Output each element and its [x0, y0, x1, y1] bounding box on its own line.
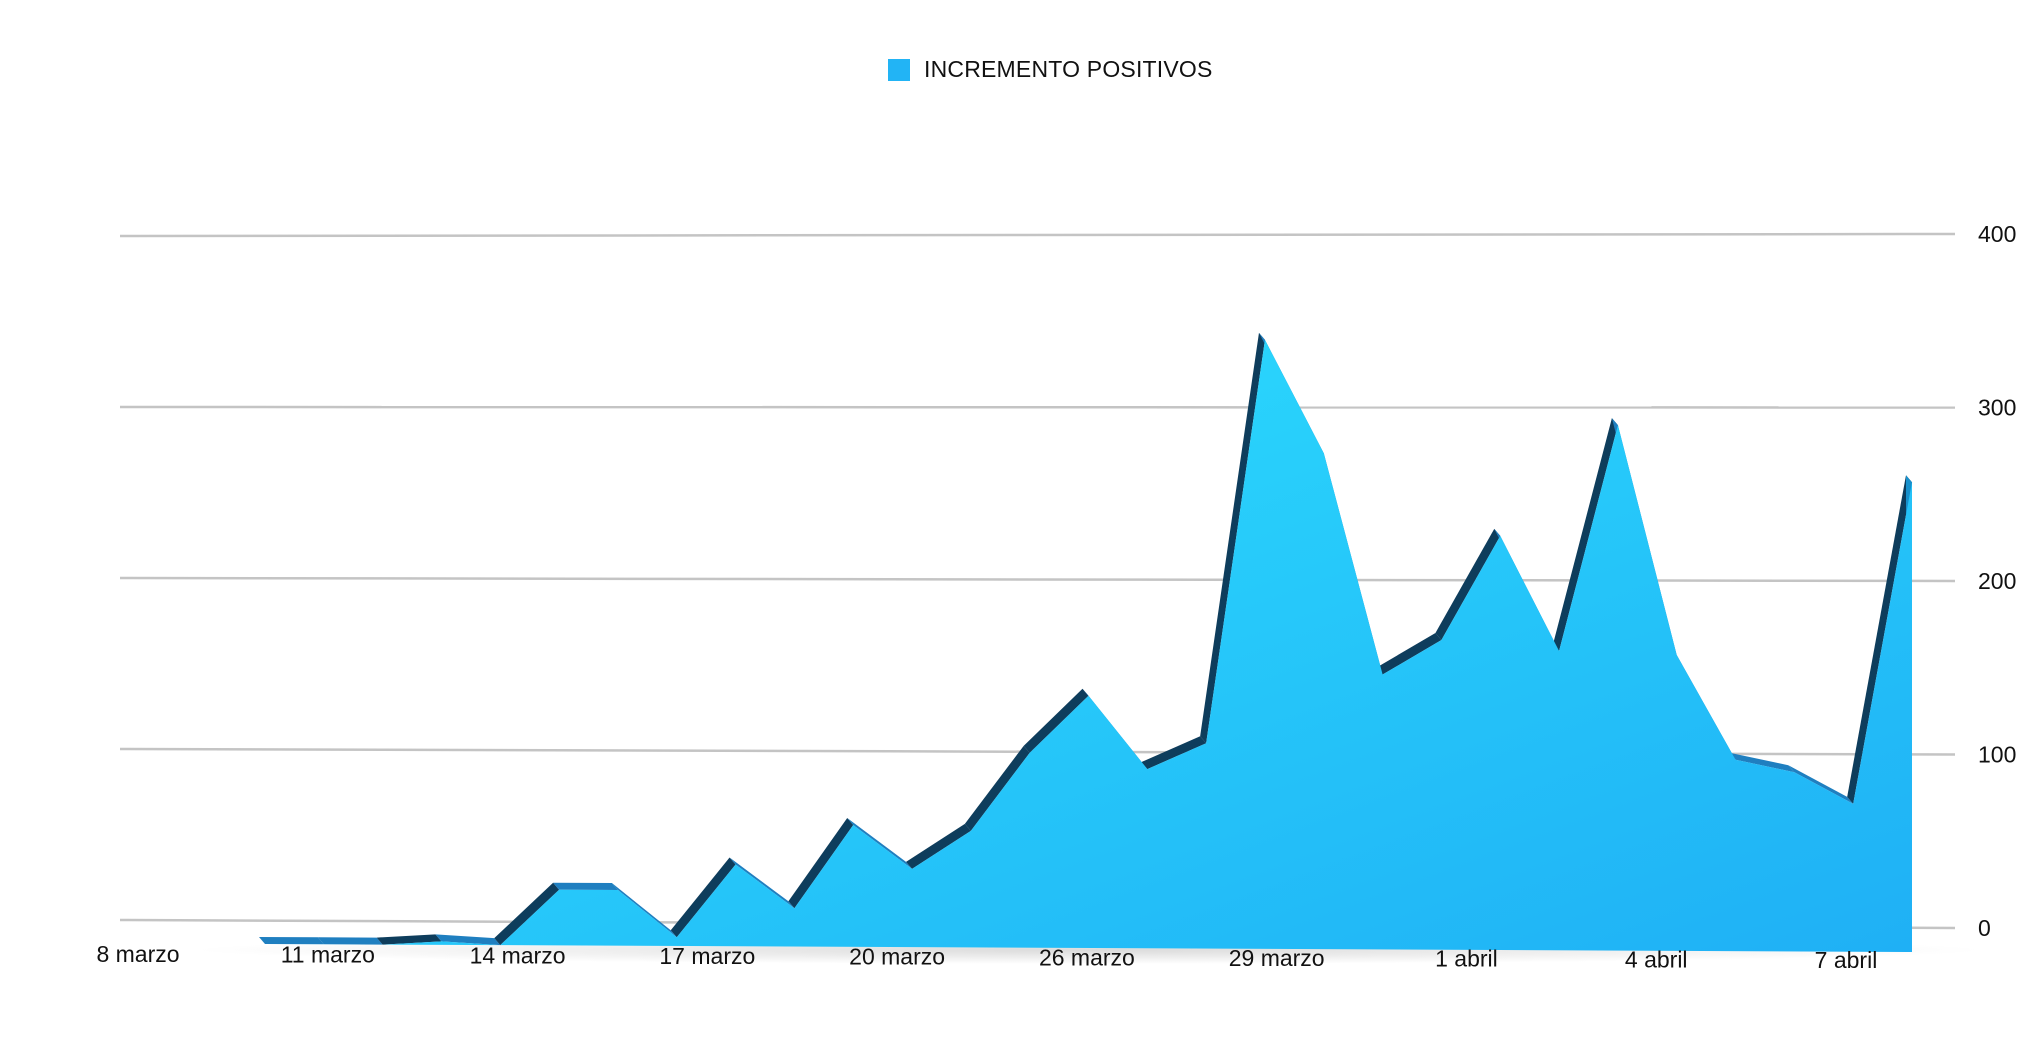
area-edge-segment	[376, 934, 442, 945]
gridline	[119, 405, 1956, 409]
data-point	[263, 942, 267, 946]
data-point	[1851, 802, 1855, 806]
legend: INCREMENTO POSITIVOS	[888, 56, 1213, 83]
area-edge-segment	[1200, 332, 1265, 744]
x-tick-label: 14 marzo	[470, 942, 566, 968]
x-tick-label: 4 abril	[1625, 946, 1688, 972]
data-point	[1087, 694, 1091, 698]
area-edge-segment	[494, 882, 560, 946]
x-tick-label: 29 marzo	[1229, 945, 1325, 971]
legend-swatch	[888, 58, 910, 81]
data-point	[1145, 767, 1149, 771]
area-edge-segment	[906, 823, 971, 869]
area-edge-segment	[611, 883, 677, 938]
x-tick-label: 26 marzo	[1039, 944, 1135, 970]
data-point	[1498, 534, 1502, 538]
area-edge-segment	[1847, 475, 1912, 804]
x-tick-label: 7 abril	[1815, 947, 1878, 973]
data-point	[616, 888, 620, 892]
area-edge-segment	[435, 934, 501, 946]
x-tick-label: 17 marzo	[659, 943, 755, 969]
data-point	[675, 935, 679, 939]
data-point	[1616, 423, 1620, 427]
data-point	[557, 888, 561, 892]
area-edge-segment	[553, 882, 618, 891]
data-point	[1557, 649, 1561, 653]
area-edge-segment	[729, 857, 795, 909]
area-edge-segment	[964, 745, 1030, 831]
data-point	[969, 829, 973, 833]
area-edge-segment	[670, 857, 736, 938]
data-point	[1028, 751, 1032, 755]
x-tick-label: 8 marzo	[96, 941, 179, 967]
y-tick-label: 100	[1978, 742, 2016, 768]
area-edge-segment	[847, 818, 913, 869]
area-series-fill	[265, 339, 1912, 952]
data-point	[910, 867, 914, 871]
data-point	[1910, 480, 1914, 484]
data-point	[1204, 741, 1208, 745]
y-tick-label: 400	[1978, 221, 2016, 247]
y-tick-label: 200	[1978, 568, 2016, 594]
data-point	[439, 939, 443, 943]
data-point	[792, 906, 796, 910]
area-edge-segment	[1141, 736, 1207, 770]
data-point	[381, 943, 385, 947]
x-tick-label: 1 abril	[1435, 946, 1498, 972]
area-edge-segment	[1553, 418, 1618, 652]
data-point	[1322, 451, 1326, 455]
area-edge-segment	[1376, 632, 1442, 675]
area-edge-segment	[1729, 752, 1795, 773]
data-point	[851, 823, 855, 827]
x-tick-label: 11 marzo	[281, 942, 375, 968]
area-edge-segment	[1788, 765, 1854, 804]
x-tick-label: 20 marzo	[849, 944, 945, 970]
y-tick-label: 0	[1978, 915, 1991, 941]
data-point	[1439, 638, 1443, 642]
area-edge-segment	[1023, 688, 1089, 753]
data-point	[1675, 653, 1679, 657]
data-point	[1734, 758, 1738, 762]
legend-label: INCREMENTO POSITIVOS	[924, 56, 1213, 82]
gridline	[119, 576, 1956, 583]
area-edge-segment	[1435, 528, 1501, 640]
data-point	[1263, 338, 1267, 342]
gridline	[119, 232, 1956, 238]
area-edge-segment	[317, 937, 383, 945]
area-edge-segment	[259, 937, 324, 945]
data-point	[1792, 770, 1796, 774]
data-point	[1381, 673, 1385, 677]
y-tick-label: 300	[1978, 395, 2016, 421]
data-point	[734, 863, 738, 867]
area-edge-segment	[788, 818, 854, 909]
